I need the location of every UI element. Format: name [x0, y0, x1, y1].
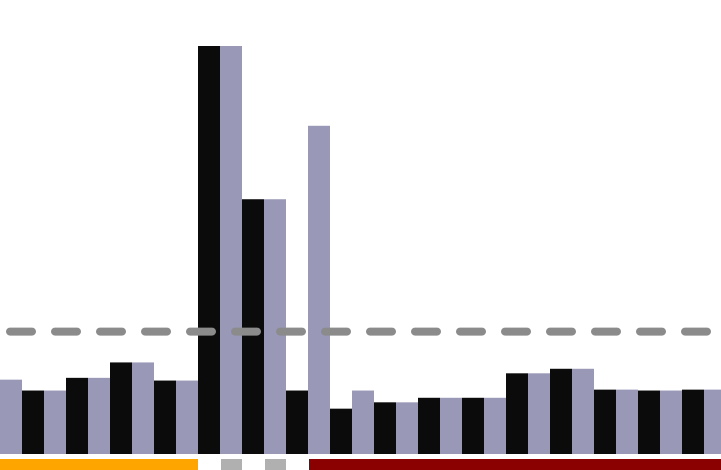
bar-series-2-category-8: [308, 125, 330, 454]
bar-series-1-category-12: [462, 397, 484, 454]
bar-series-1-category-9: [330, 408, 352, 454]
bar-series-1-category-17: [682, 389, 704, 454]
bar-series-2-category-1: [0, 379, 22, 454]
category-group-band-1: [0, 459, 198, 470]
bar-series-2-category-17: [704, 389, 721, 454]
bar-series-2-category-15: [616, 389, 638, 454]
bar-series-1-category-4: [110, 362, 132, 454]
bar-series-2-category-2: [44, 390, 66, 454]
bar-series-1-category-11: [418, 397, 440, 454]
bar-series-2-category-14: [572, 368, 594, 454]
category-group-strip: [0, 459, 721, 470]
bar-series-2-category-11: [440, 397, 462, 454]
bar-series-1-category-2: [22, 390, 44, 454]
bar-series-2-category-13: [528, 373, 550, 454]
bar-series-2-category-5: [176, 380, 198, 454]
bar-series-1-category-10: [374, 402, 396, 454]
bar-series-2-category-16: [660, 390, 682, 454]
bar-series-1-category-7: [242, 199, 264, 454]
bar-series-2-category-3: [88, 377, 110, 454]
bar-series-2-category-6: [220, 46, 242, 454]
bar-series-2-category-9: [352, 390, 374, 454]
bar-series-2-category-7: [264, 199, 286, 454]
bar-series-1-category-14: [550, 368, 572, 454]
bar-series-1-category-16: [638, 390, 660, 454]
category-group-band-3: [265, 459, 286, 470]
category-group-band-4: [309, 459, 721, 470]
bar-series-1-category-5: [154, 380, 176, 454]
bar-series-1-category-15: [594, 389, 616, 454]
bar-series-2-category-4: [132, 362, 154, 454]
category-group-band-2: [221, 459, 242, 470]
bar-series-2-category-10: [396, 402, 418, 454]
bar-series-1-category-8: [286, 390, 308, 454]
bar-series-1-category-13: [506, 373, 528, 454]
bar-series-1-category-6: [198, 46, 220, 454]
bar-series-2-category-12: [484, 397, 506, 454]
bar-group: [0, 46, 721, 454]
bar-series-1-category-3: [66, 377, 88, 454]
